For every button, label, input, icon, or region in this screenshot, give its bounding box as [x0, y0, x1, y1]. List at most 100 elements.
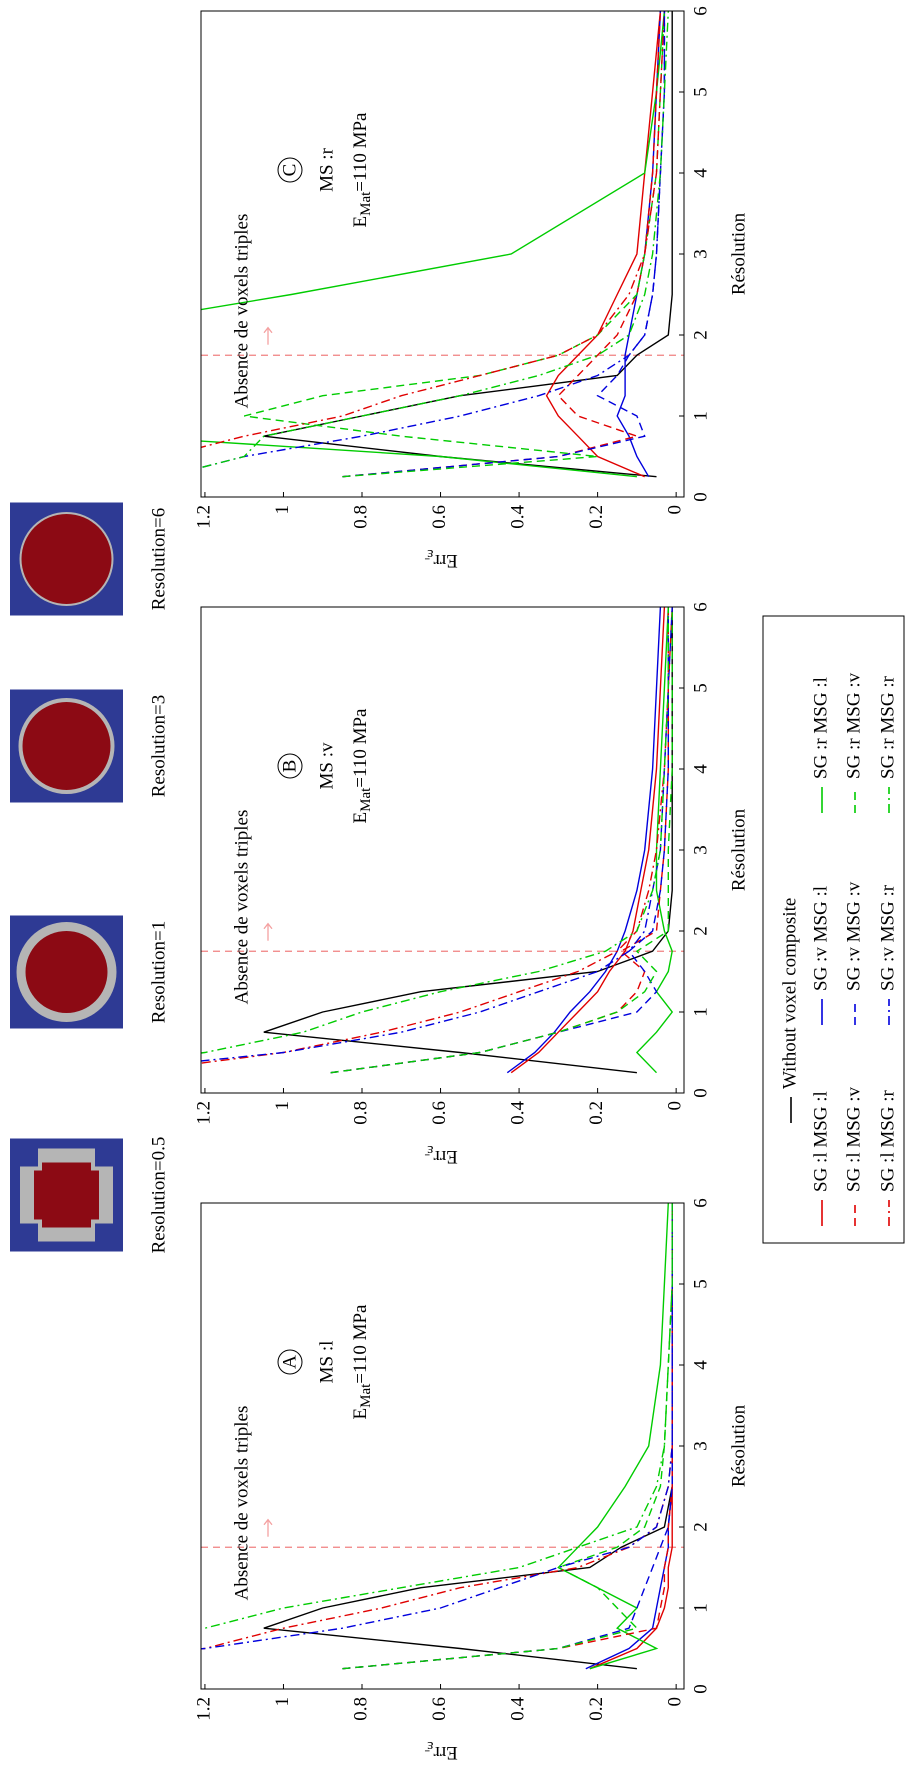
- modulus-label: EMat=110 MPa: [350, 112, 374, 228]
- series-group: [201, 607, 674, 1074]
- y-axis-label-main: Err: [433, 550, 458, 571]
- y-axis-label-sub: ε̄: [424, 546, 433, 562]
- series-line: [342, 11, 662, 478]
- y-tick-label: 0.6: [429, 505, 450, 529]
- series-line: [342, 11, 666, 478]
- y-tick-label: 1: [272, 1697, 293, 1707]
- legend-label: SG :v MSG :l: [810, 886, 831, 991]
- series-line: [263, 1203, 673, 1670]
- modulus-subscript: Mat: [358, 787, 374, 812]
- series-line: [201, 11, 669, 478]
- chart-label: C: [279, 164, 300, 177]
- chart-label: B: [279, 760, 300, 773]
- image-label: Resolution=1: [148, 921, 169, 1024]
- legend-label: SG :l MSG :r: [877, 1089, 898, 1192]
- legend-label: SG :v MSG :r: [877, 884, 898, 991]
- y-tick-label: 0: [665, 505, 686, 515]
- series-line: [330, 607, 673, 1074]
- modulus-symbol: E: [350, 216, 371, 228]
- series-line: [201, 607, 669, 1074]
- y-tick-label: 0: [665, 1697, 686, 1707]
- image-label: Resolution=6: [148, 508, 169, 611]
- modulus-symbol: E: [350, 812, 371, 824]
- chart: 0 0.2 0.4 0.6 0.8 1 1.2 0 1 2 3 4 5 6 Résolution Errε̄ A…: [193, 6, 749, 571]
- y-tick-label: 0.4: [507, 505, 528, 529]
- resolution-image: Resolution=0.5: [10, 1137, 169, 1254]
- series-line: [506, 607, 662, 1074]
- y-axis-label-sub: ε̄: [424, 1142, 433, 1158]
- y-axis-label: Errε̄: [424, 1142, 458, 1167]
- series-line: [330, 607, 673, 1074]
- modulus-symbol: E: [350, 1408, 371, 1420]
- image-core: [25, 931, 108, 1013]
- series-line: [585, 1203, 673, 1670]
- x-tick-label: 1: [690, 1007, 711, 1017]
- y-tick-label: 0.2: [586, 1101, 607, 1125]
- chart: 0 0.2 0.4 0.6 0.8 1 1.2 0 1 2 3 4 5 6 Résolution Errε̄ A…: [193, 1198, 749, 1763]
- resolution-image: Resolution=1: [10, 915, 169, 1029]
- plot-frame: [200, 606, 685, 1094]
- x-tick-label: 5: [690, 1279, 711, 1289]
- ms-label: MS :v: [316, 742, 337, 789]
- plot-frame: [200, 1202, 685, 1690]
- resolution-image: Resolution=3: [10, 689, 169, 803]
- resolution-image: Resolution=6: [10, 502, 169, 616]
- x-tick-label: 6: [690, 6, 711, 16]
- ms-label: MS :r: [316, 147, 337, 191]
- legend-label: SG :l MSG :l: [810, 1091, 831, 1192]
- y-axis-label-main: Err: [433, 1146, 458, 1167]
- annotation-arrowhead: [263, 1518, 273, 1526]
- image-label: Resolution=0.5: [148, 1137, 169, 1254]
- ms-label: MS :l: [316, 1341, 337, 1384]
- y-tick-label: 1: [272, 1101, 293, 1111]
- legend-label: SG :r MSG :l: [810, 677, 831, 779]
- y-tick-label: 0.8: [350, 505, 371, 529]
- annotation-arrowhead: [263, 922, 273, 930]
- x-tick-label: 4: [690, 764, 711, 774]
- series-line: [557, 1203, 669, 1670]
- modulus-subscript: Mat: [358, 1383, 374, 1408]
- series-line: [201, 1203, 673, 1670]
- label-circle: [277, 157, 303, 183]
- x-tick-label: 1: [690, 411, 711, 421]
- y-axis-label-main: Err: [433, 1742, 458, 1763]
- y-tick-label: 0.8: [350, 1697, 371, 1721]
- series-line: [635, 607, 674, 1074]
- modulus-value: =110 MPa: [350, 112, 371, 192]
- rotated-figure: 00.20.40.60.811.20123456RésolutionErrε̄A…: [10, 6, 905, 1763]
- y-tick-label: 1.2: [193, 1697, 214, 1721]
- legend-label: SG :r MSG :v: [843, 672, 864, 779]
- series-line: [263, 11, 673, 478]
- series-group: [201, 1203, 673, 1670]
- series-line: [330, 607, 673, 1074]
- x-tick-label: 2: [690, 926, 711, 936]
- series-line: [244, 11, 666, 478]
- chart-label: A: [279, 1355, 300, 1369]
- image-core: [22, 702, 111, 790]
- modulus-subscript: Mat: [358, 191, 374, 216]
- x-tick-label: 6: [690, 1198, 711, 1208]
- modulus-label: EMat=110 MPa: [350, 1304, 374, 1420]
- series-line: [201, 1203, 673, 1670]
- annotation: Absence de voxels triples: [231, 810, 252, 1005]
- series-line: [342, 1203, 673, 1670]
- label-circle: [277, 753, 303, 779]
- x-tick-label: 2: [690, 330, 711, 340]
- y-axis-label-sub: ε̄: [424, 1738, 433, 1754]
- modulus-value: =110 MPa: [350, 708, 371, 788]
- series-line: [342, 1203, 673, 1670]
- modulus-value: =110 MPa: [350, 1304, 371, 1384]
- modulus-label: EMat=110 MPa: [350, 708, 374, 824]
- series-line: [545, 11, 662, 478]
- series-line: [263, 607, 673, 1074]
- image-label: Resolution=3: [148, 695, 169, 798]
- annotation: Absence de voxels triples: [231, 214, 252, 409]
- x-tick-label: 4: [690, 168, 711, 178]
- series-line: [510, 607, 666, 1074]
- y-tick-label: 0.8: [350, 1101, 371, 1125]
- x-axis-label: Résolution: [728, 808, 749, 891]
- x-tick-label: 0: [690, 1684, 711, 1694]
- series-line: [342, 1203, 673, 1670]
- annotation: Absence de voxels triples: [231, 1406, 252, 1601]
